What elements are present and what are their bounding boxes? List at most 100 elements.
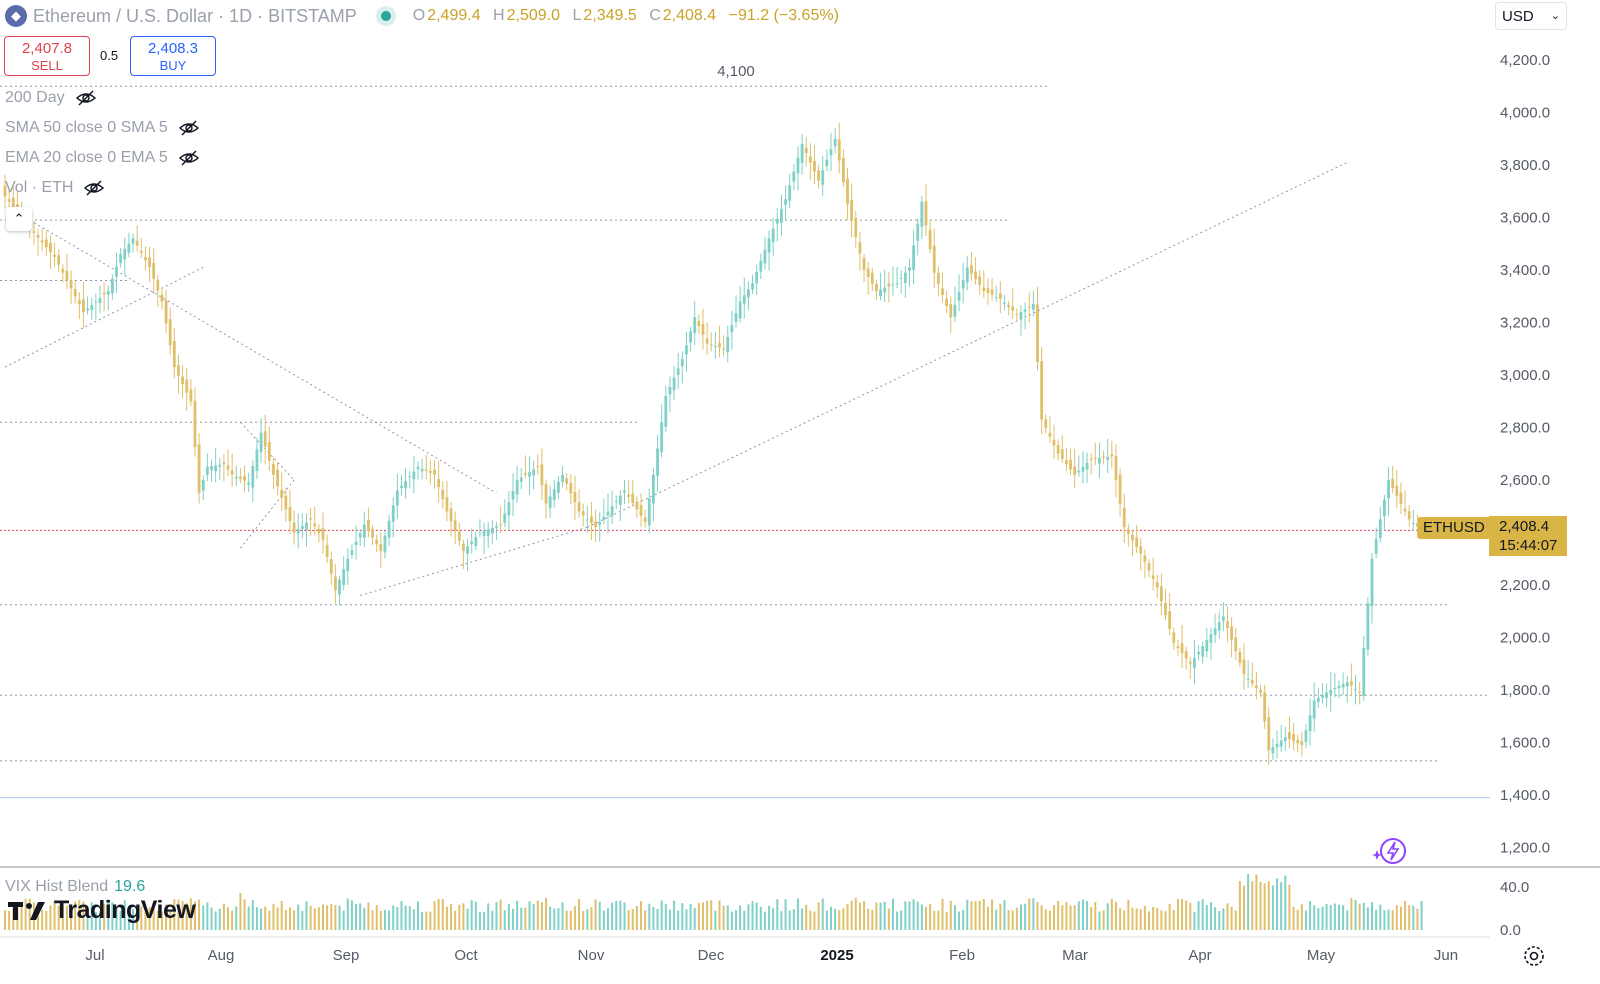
candle-body (197, 444, 201, 494)
hidden-eye-icon[interactable] (75, 87, 97, 109)
indicator-200-day[interactable]: 200 Day (5, 86, 97, 110)
vix-bar (45, 910, 48, 930)
vix-bar (359, 903, 362, 930)
candle-body (1283, 737, 1287, 742)
candle-body (1242, 659, 1246, 675)
vix-bar (313, 908, 316, 930)
candle-body (1226, 621, 1229, 629)
vix-bar (701, 902, 704, 930)
candle-body (561, 474, 564, 483)
candle-body (841, 157, 845, 183)
gear-icon[interactable] (1522, 944, 1546, 968)
vix-bar (86, 907, 89, 930)
vix-bar (838, 910, 841, 930)
collapse-legend-button[interactable]: ⌃ (6, 207, 32, 231)
currency-select[interactable]: USD ⌄ (1495, 2, 1567, 30)
candle-body (1122, 507, 1126, 528)
candle-body (1193, 657, 1196, 668)
candle-body (1135, 537, 1139, 547)
indicator-sma[interactable]: SMA 50 close 0 SMA 5 (5, 116, 200, 140)
vix-bar (891, 898, 894, 930)
vix-bar (1379, 904, 1382, 930)
vix-bar (1048, 910, 1051, 930)
candle-body (813, 161, 816, 172)
candle-body (1362, 648, 1366, 696)
vix-bar (342, 910, 345, 930)
vix-bar (1044, 909, 1047, 930)
buy-button[interactable]: 2,408.3 BUY (130, 36, 216, 76)
vix-bar (301, 910, 304, 930)
candle-body (362, 524, 366, 538)
vix-bar (338, 905, 341, 930)
candle-body (1411, 523, 1415, 525)
vix-bar (908, 901, 911, 930)
candle-body (334, 576, 337, 591)
candle-body (1279, 740, 1283, 747)
vix-bar (590, 907, 593, 930)
vix-bar (1284, 875, 1287, 930)
candle-body (808, 156, 812, 163)
candle-body (441, 489, 445, 500)
candle-body (400, 485, 403, 488)
candle-body (585, 519, 589, 521)
vix-bar (1259, 881, 1262, 930)
vix-bar (491, 910, 494, 930)
candle-body (1205, 640, 1209, 652)
candle-body (172, 341, 176, 368)
candle-body (160, 294, 164, 302)
time-axis-tick-label: Jul (85, 947, 104, 964)
candle-body (127, 243, 131, 253)
candle-body (94, 301, 98, 303)
candle-body (540, 464, 544, 486)
symbol-price-tag: ETHUSD (1418, 517, 1490, 539)
candle-body (602, 516, 606, 520)
candle-body (528, 472, 531, 477)
candle-body (1168, 611, 1172, 629)
indicator-volume[interactable]: Vol · ETH (5, 176, 105, 200)
vix-bar (1387, 909, 1390, 930)
vix-bar (532, 904, 535, 930)
vix-bar (202, 905, 205, 930)
vix-bar (404, 905, 407, 930)
hidden-eye-icon[interactable] (83, 177, 105, 199)
vix-bar (978, 900, 981, 930)
candle-body (912, 245, 915, 270)
vix-bar (8, 910, 11, 930)
hidden-eye-icon[interactable] (178, 117, 200, 139)
candle-body (1399, 492, 1403, 504)
vix-bar (98, 910, 101, 930)
candle-body (1292, 734, 1295, 742)
indicator-ema[interactable]: EMA 20 close 0 EMA 5 (5, 146, 200, 170)
hidden-eye-icon[interactable] (178, 147, 200, 169)
vix-bar (363, 907, 366, 930)
candle-body (428, 470, 432, 473)
candle-body (1387, 480, 1390, 499)
candle-body (515, 480, 519, 495)
candle-body (313, 523, 317, 527)
vix-bar (813, 911, 816, 930)
vix-legend[interactable]: VIX Hist Blend 19.6 (5, 878, 146, 895)
candle-body (623, 490, 626, 493)
sell-button[interactable]: 2,407.8 SELL (4, 36, 90, 76)
vix-bar (255, 907, 258, 930)
candle-body (656, 448, 659, 476)
candle-body (685, 345, 688, 355)
candle-body (210, 466, 213, 471)
vix-bar (1333, 903, 1336, 930)
candle-body (1391, 478, 1395, 488)
vix-bar (1185, 900, 1188, 930)
vix-bar (830, 906, 832, 930)
time-axis-tick-label: Feb (949, 947, 975, 964)
symbol-title[interactable]: Ethereum / U.S. Dollar · 1D · BITSTAMP (33, 5, 357, 26)
vix-bar (74, 901, 77, 930)
tradingview-logo[interactable]: TradingView (8, 896, 196, 925)
time-axis-tick-label: Jun (1434, 947, 1458, 964)
vix-bar (251, 900, 254, 930)
candle-body (709, 344, 713, 346)
candle-body (1209, 634, 1213, 643)
chart-header: ◆ Ethereum / U.S. Dollar · 1D · BITSTAMP… (0, 0, 847, 32)
candle-body (1201, 646, 1205, 657)
candle-body (470, 541, 474, 544)
sparkle-icon[interactable] (1372, 836, 1408, 866)
